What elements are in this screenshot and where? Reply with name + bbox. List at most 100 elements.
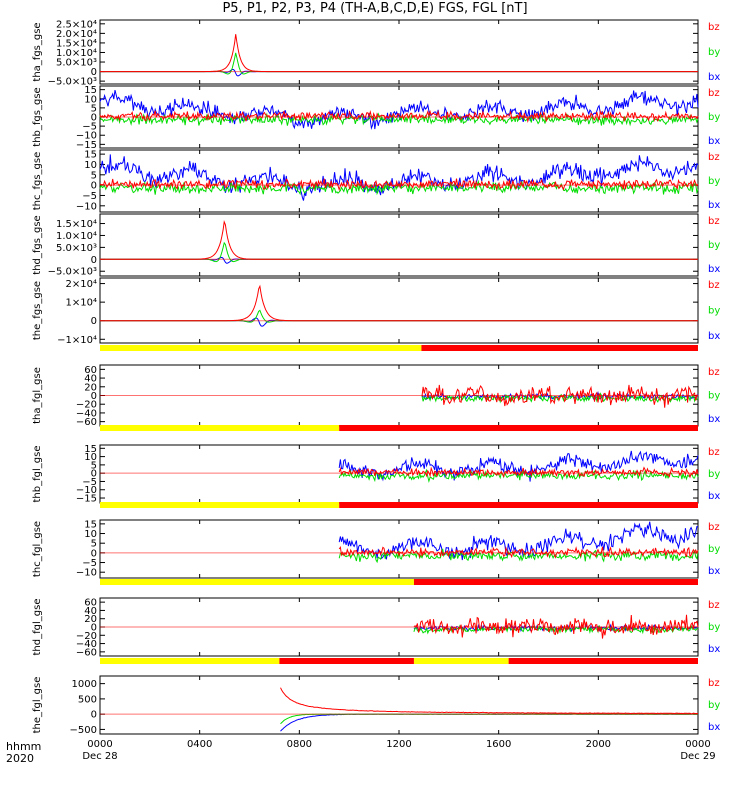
y-axis-label: the_fgl_gse xyxy=(32,677,43,734)
legend-bz: bz xyxy=(708,280,720,291)
y-tick-label: −60 xyxy=(76,417,97,428)
series-bx-line xyxy=(338,450,699,482)
y-tick-label: 0 xyxy=(91,623,97,634)
y-axis-label: tha_fgs_gse xyxy=(32,22,43,81)
y-tick-label: −1×10⁴ xyxy=(57,335,97,346)
y-tick-label: 15 xyxy=(84,519,97,530)
y-tick-label: −40 xyxy=(76,639,97,650)
series-bz-line xyxy=(100,34,698,73)
y-tick-label: 500 xyxy=(78,694,97,705)
series-bz-line xyxy=(421,384,699,408)
y-tick-label: 1.5×10⁴ xyxy=(56,38,97,49)
y-tick-label: −10 xyxy=(76,131,97,142)
panel-frame xyxy=(99,675,699,735)
y-tick-label: 0 xyxy=(91,67,97,78)
y-tick-label: −20 xyxy=(76,631,97,642)
x-date-label: Dec 28 xyxy=(82,751,117,762)
legend-by: by xyxy=(708,47,720,58)
series-bz-line xyxy=(100,284,698,322)
y-tick-label: −15 xyxy=(76,140,97,151)
y-tick-label: 60 xyxy=(84,365,97,376)
legend-bz: bz xyxy=(708,88,720,99)
series-bx-line xyxy=(100,69,698,77)
y-tick-label: 60 xyxy=(84,598,97,609)
chart-title: P5, P1, P2, P3, P4 (TH-A,B,C,D,E) FGS, F… xyxy=(222,1,528,16)
legend-by: by xyxy=(708,306,720,317)
y-tick-label: 1.0×10⁴ xyxy=(56,48,97,59)
series-bz-line xyxy=(100,220,698,260)
legend-bx: bx xyxy=(708,200,720,211)
y-tick-label: −60 xyxy=(76,647,97,658)
x-tick-label: 1600 xyxy=(486,739,511,750)
series-by-line xyxy=(99,179,699,196)
y-tick-label: 1×10⁴ xyxy=(66,298,97,309)
legend-bz: bz xyxy=(708,152,720,163)
series-by-line xyxy=(338,548,699,564)
legend-bz: bz xyxy=(708,447,720,458)
y-tick-label: 10 xyxy=(84,94,97,105)
legend-bx: bx xyxy=(708,72,720,83)
legend-bz: bz xyxy=(708,678,720,689)
y-tick-label: 5.0×10³ xyxy=(56,58,97,69)
y-tick-label: 5 xyxy=(91,170,97,181)
y-tick-label: 40 xyxy=(84,606,97,617)
legend-bx: bx xyxy=(708,331,720,342)
series-by-line xyxy=(100,241,698,263)
y-tick-label: 40 xyxy=(84,374,97,385)
y-tick-label: 0 xyxy=(91,548,97,559)
y-tick-label: 15 xyxy=(84,85,97,96)
flag-segment-on xyxy=(279,658,414,664)
y-tick-label: 0 xyxy=(91,710,97,721)
y-tick-label: 2×10⁴ xyxy=(66,279,97,290)
legend-bx: bx xyxy=(708,722,720,733)
series-bx-line xyxy=(99,89,699,131)
legend-by: by xyxy=(708,469,720,480)
legend-by: by xyxy=(708,544,720,555)
series-bz-line xyxy=(338,545,699,559)
y-axis-label: thb_fgs_gse xyxy=(32,87,43,146)
legend-bx: bx xyxy=(708,491,720,502)
y-tick-label: −5 xyxy=(82,558,97,569)
panel-frame xyxy=(99,213,699,277)
x-tick-label: 0800 xyxy=(287,739,312,750)
y-tick-label: −5 xyxy=(82,122,97,133)
flag-segment-off xyxy=(100,579,414,585)
x-tick-label: 2000 xyxy=(586,739,611,750)
legend-bz: bz xyxy=(708,216,720,227)
y-tick-label: −500 xyxy=(70,725,97,736)
series-bx-line xyxy=(280,713,699,732)
y-tick-label: 10 xyxy=(84,160,97,171)
legend-bz: bz xyxy=(708,22,720,33)
y-tick-label: 0 xyxy=(91,316,97,327)
panel-frame xyxy=(99,277,699,344)
legend-bx: bx xyxy=(708,566,720,577)
series-bz-line xyxy=(99,178,699,192)
y-axis-label: thd_fgs_gse xyxy=(32,215,43,274)
legend-by: by xyxy=(708,700,720,711)
panel-frame xyxy=(99,19,699,85)
y-tick-label: −10 xyxy=(76,568,97,579)
x-tick-label: 0000 xyxy=(685,739,710,750)
y-tick-label: 1000 xyxy=(72,679,97,690)
y-tick-label: 5 xyxy=(91,539,97,550)
legend-by: by xyxy=(708,112,720,123)
x-date-label: Dec 29 xyxy=(680,751,715,762)
flag-segment-on xyxy=(421,345,698,351)
y-tick-label: 20 xyxy=(84,382,97,393)
y-tick-label: −40 xyxy=(76,408,97,419)
flag-segment-off xyxy=(100,345,422,351)
flag-segment-on xyxy=(413,579,698,585)
y-tick-label: 2.0×10⁴ xyxy=(56,29,97,40)
legend-bz: bz xyxy=(708,367,720,378)
y-tick-label: 0 xyxy=(91,113,97,124)
series-bx-line xyxy=(99,154,699,201)
y-tick-label: 0 xyxy=(91,181,97,192)
y-tick-label: 10 xyxy=(84,529,97,540)
flag-segment-on xyxy=(339,502,698,508)
y-tick-label: −5.0×10³ xyxy=(48,267,97,278)
y-axis-label: thd_fgl_gse xyxy=(32,599,43,656)
legend-bx: bx xyxy=(708,264,720,275)
series-bz-line xyxy=(99,109,699,123)
y-tick-label: 1.0×10⁴ xyxy=(56,231,97,242)
y-tick-label: 10 xyxy=(84,452,97,463)
